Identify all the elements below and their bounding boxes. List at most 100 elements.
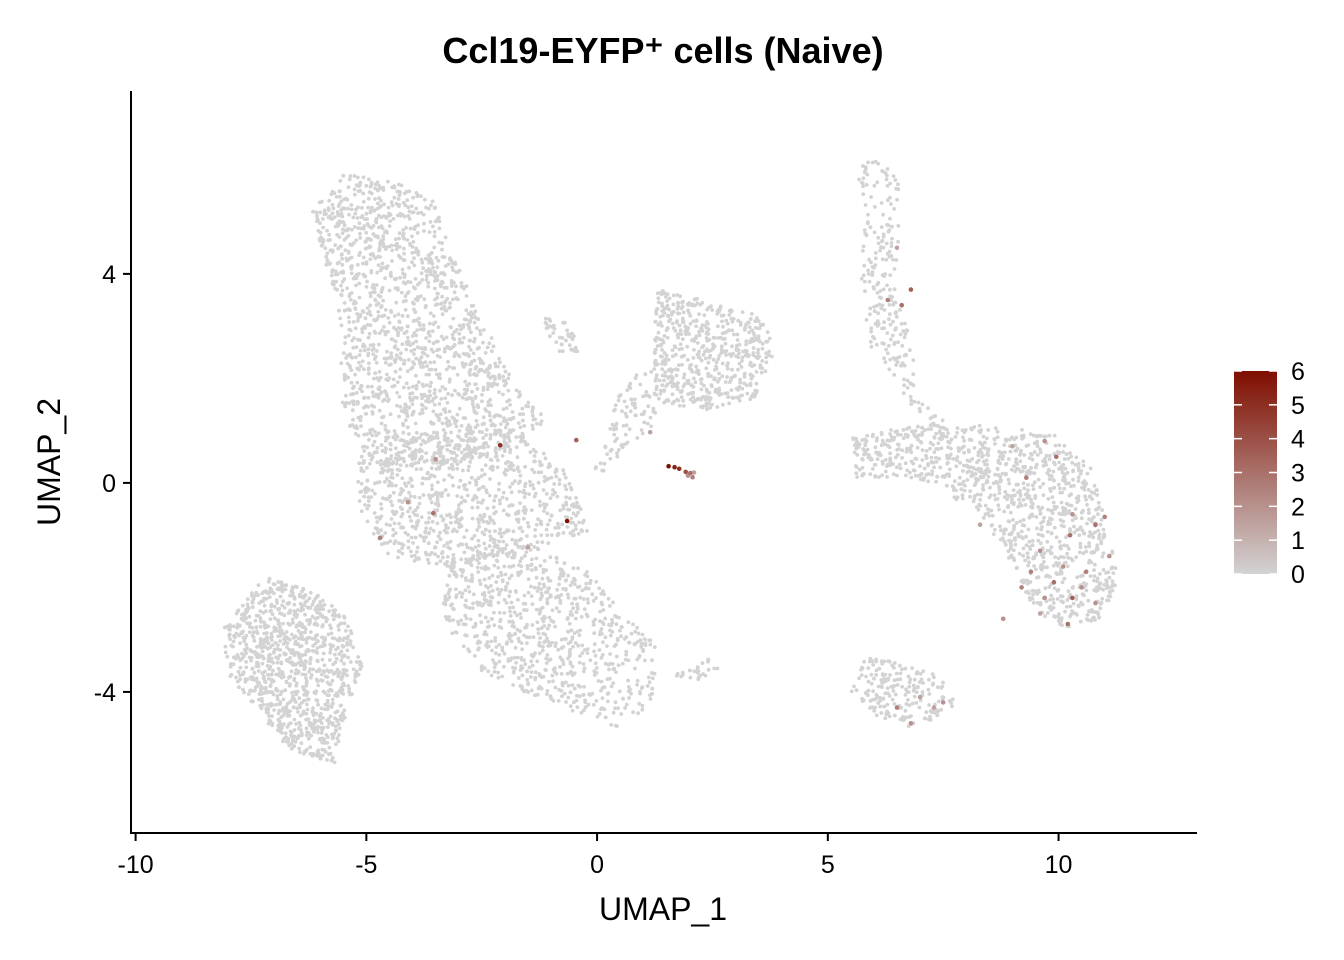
cell-point: [737, 398, 742, 403]
cell-point: [469, 304, 474, 308]
cell-point: [607, 667, 611, 672]
cell-point: [587, 692, 591, 697]
cell-point: [502, 611, 507, 615]
cell-point: [437, 219, 442, 224]
cell-point: [530, 483, 535, 487]
cell-point: [395, 390, 399, 395]
cell-point: [386, 179, 390, 184]
cell-point: [895, 356, 900, 360]
cell-point: [271, 668, 275, 673]
cell-point: [346, 206, 350, 211]
cell-point: [385, 372, 389, 377]
cell-point: [398, 404, 403, 409]
cell-point: [399, 450, 404, 454]
cell-point: [675, 311, 680, 316]
cell-point: [463, 622, 468, 627]
cell-point: [653, 320, 658, 324]
cell-point: [462, 535, 467, 539]
cell-point: [255, 684, 259, 689]
cell-point: [665, 306, 670, 311]
cell-point: [480, 485, 485, 489]
cell-point: [340, 288, 345, 293]
cell-point: [281, 672, 285, 677]
cell-point: [366, 196, 371, 201]
cell-point: [242, 639, 247, 644]
cell-point: [428, 256, 432, 261]
cell-point: [870, 270, 875, 275]
cell-point: [603, 616, 608, 621]
cell-point: [320, 678, 325, 683]
cell-point: [499, 422, 503, 426]
cell-point: [287, 684, 292, 688]
cell-point: [473, 315, 478, 320]
cell-point: [525, 641, 529, 646]
cell-point: [612, 425, 617, 430]
cell-point: [352, 336, 356, 340]
cell-point: [561, 662, 566, 667]
cell-point: [292, 717, 297, 722]
cell-point: [676, 363, 681, 367]
cell-point: [372, 376, 376, 381]
cell-point: [259, 599, 264, 604]
cell-point: [640, 641, 644, 646]
cell-point: [400, 314, 405, 318]
cell-point: [698, 302, 703, 307]
cell-point: [420, 476, 425, 480]
cell-point: [422, 229, 426, 233]
cell-point: [431, 266, 435, 270]
cell-point: [901, 391, 906, 396]
cell-point: [878, 248, 882, 253]
cell-point: [570, 664, 575, 669]
cell-point: [331, 206, 336, 211]
cell-point: [378, 241, 382, 246]
cell-point: [531, 486, 536, 491]
cell-point: [238, 658, 243, 663]
cell-point: [333, 652, 337, 657]
cell-point: [330, 678, 335, 683]
cell-point: [245, 597, 250, 601]
cell-point: [543, 316, 548, 321]
cell-point: [334, 656, 339, 661]
cell-point: [869, 326, 874, 330]
cell-point: [669, 312, 674, 317]
cell-point: [305, 618, 309, 623]
cell-point: [545, 692, 549, 696]
cell-point: [373, 186, 378, 191]
cell-point: [496, 487, 501, 492]
cell-point: [615, 638, 620, 643]
cell-point: [390, 471, 395, 476]
cell-point: [428, 334, 432, 338]
cell-point: [368, 343, 373, 348]
cell-point: [575, 629, 580, 634]
cell-point: [401, 299, 406, 304]
cell-point: [560, 522, 564, 527]
cell-point: [649, 370, 654, 374]
cell-point: [337, 674, 341, 679]
cell-point: [482, 666, 487, 670]
cell-point: [241, 672, 245, 677]
cell-point: [611, 681, 616, 685]
cell-point: [520, 433, 525, 437]
cell-point: [463, 588, 468, 593]
cell-point: [917, 406, 922, 411]
cell-point: [339, 621, 344, 626]
cell-point: [333, 670, 338, 675]
cell-point: [373, 371, 378, 376]
cell-point: [315, 659, 320, 664]
cell-point: [432, 234, 437, 239]
cell-point: [269, 602, 274, 607]
cell-point: [575, 500, 579, 505]
cell-point: [879, 225, 884, 230]
cell-point: [533, 566, 538, 570]
cell-point: [400, 267, 405, 272]
cell-point: [432, 436, 436, 440]
cell-point: [457, 524, 462, 529]
cell-point: [351, 399, 356, 404]
cell-point: [437, 375, 441, 380]
cell-point: [383, 360, 388, 365]
cell-point: [636, 711, 640, 716]
cell-point: [682, 404, 686, 408]
cell-point: [882, 308, 887, 312]
cell-point: [458, 459, 463, 464]
